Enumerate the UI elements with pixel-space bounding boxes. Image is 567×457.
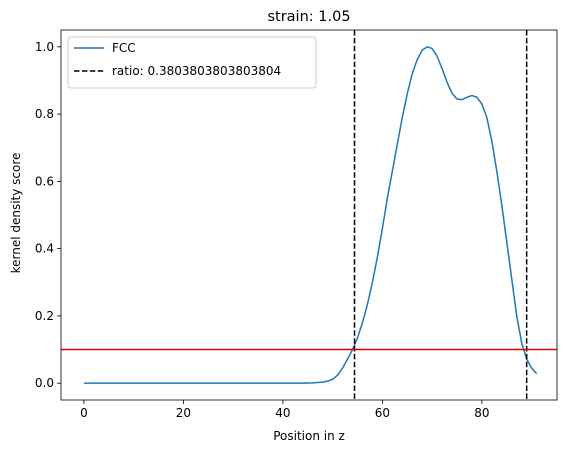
y-tick-label: 0.2 (35, 309, 54, 323)
legend-frame (67, 36, 317, 89)
x-axis-label: Position in z (273, 429, 345, 443)
x-tick-label: 20 (176, 406, 191, 420)
y-tick-label: 0.8 (35, 107, 54, 121)
y-axis-label: kernel density score (9, 153, 23, 274)
axes: 0 20 40 60 80 0.0 0.2 0.4 0.6 0.8 1.0 (35, 29, 558, 420)
legend: FCC ratio: 0.3803803803803804 (67, 36, 317, 89)
x-tick-label: 0 (80, 406, 88, 420)
chart-title: strain: 1.05 (267, 9, 350, 25)
y-tick-label: 0.0 (35, 376, 54, 390)
legend-ratio-label: ratio: 0.3803803803803804 (112, 64, 281, 78)
x-tick-label: 40 (275, 406, 290, 420)
y-tick-label: 0.4 (35, 242, 54, 256)
legend-fcc-label: FCC (112, 41, 136, 55)
axes-frame (60, 29, 558, 401)
x-tick-label: 80 (474, 406, 489, 420)
series-line-0 (83, 46, 538, 384)
x-tick-label: 60 (375, 406, 390, 420)
y-tick-label: 1.0 (35, 40, 54, 54)
y-tick-label: 0.6 (35, 174, 54, 188)
plot-area (61, 30, 557, 400)
